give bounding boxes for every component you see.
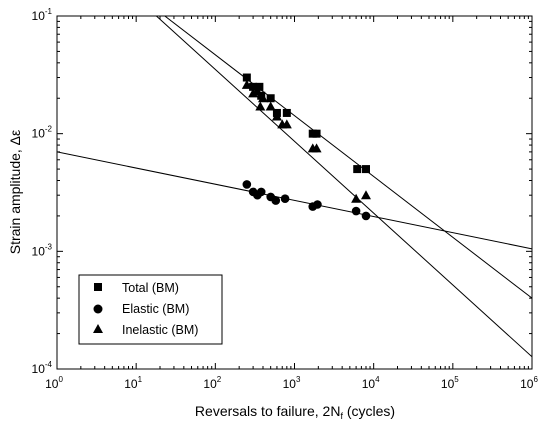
x-tick-label: 100	[45, 375, 63, 391]
inelastic-point	[360, 190, 371, 200]
inelastic-point	[252, 86, 263, 96]
x-tick-label: 102	[203, 375, 221, 391]
total-point	[266, 94, 275, 103]
inelastic-point	[265, 101, 276, 111]
legend-circle-marker	[93, 304, 103, 314]
elastic-point	[280, 194, 290, 204]
x-tick-label: 104	[362, 375, 380, 391]
total-point	[312, 129, 321, 138]
total-point	[242, 73, 251, 82]
total-point	[257, 91, 266, 100]
total-fit-line	[164, 16, 532, 299]
legend-square-marker	[94, 283, 102, 291]
inelastic-point	[248, 88, 259, 98]
total-point	[361, 165, 370, 174]
total-point	[249, 82, 258, 91]
x-axis-label: Reversals to failure, 2Nf (cycles)	[195, 403, 395, 421]
legend-box	[78, 274, 223, 345]
legend-triangle-marker	[93, 324, 103, 333]
elastic-point	[242, 180, 252, 189]
x-tick-label: 105	[441, 375, 459, 391]
y-tick-label: 10-2	[32, 125, 53, 141]
legend-label-total: Total (BM)	[122, 281, 179, 295]
total-point	[282, 108, 291, 117]
elastic-point	[256, 187, 266, 197]
total-point	[353, 165, 362, 174]
y-tick-label: 10-4	[32, 360, 53, 376]
x-tick-label: 106	[520, 375, 538, 391]
inelastic-point	[255, 101, 266, 111]
inelastic-point	[351, 193, 362, 203]
x-tick-label: 103	[283, 375, 301, 391]
inelastic-point	[281, 119, 292, 129]
y-tick-label: 10-3	[32, 242, 53, 258]
inelastic-fit-line	[156, 16, 532, 358]
elastic-point	[351, 206, 361, 216]
total-point	[255, 82, 264, 91]
inelastic-point	[271, 111, 282, 121]
legend: Total (BM) Elastic (BM) Inelastic (BM)	[78, 274, 223, 345]
elastic-fit-line	[57, 151, 532, 250]
legend-label-inelastic: Inelastic (BM)	[122, 323, 198, 337]
elastic-point	[313, 200, 322, 209]
inelastic-point	[311, 143, 322, 153]
legend-label-elastic: Elastic (BM)	[122, 302, 189, 316]
elastic-point	[271, 196, 281, 205]
x-tick-label: 101	[124, 375, 142, 391]
y-axis-label: Strain amplitude, Δε	[7, 130, 23, 255]
inelastic-point	[241, 79, 252, 89]
inelastic-point	[257, 93, 268, 103]
elastic-point	[361, 211, 371, 221]
y-tick-label: 10-1	[32, 7, 53, 23]
